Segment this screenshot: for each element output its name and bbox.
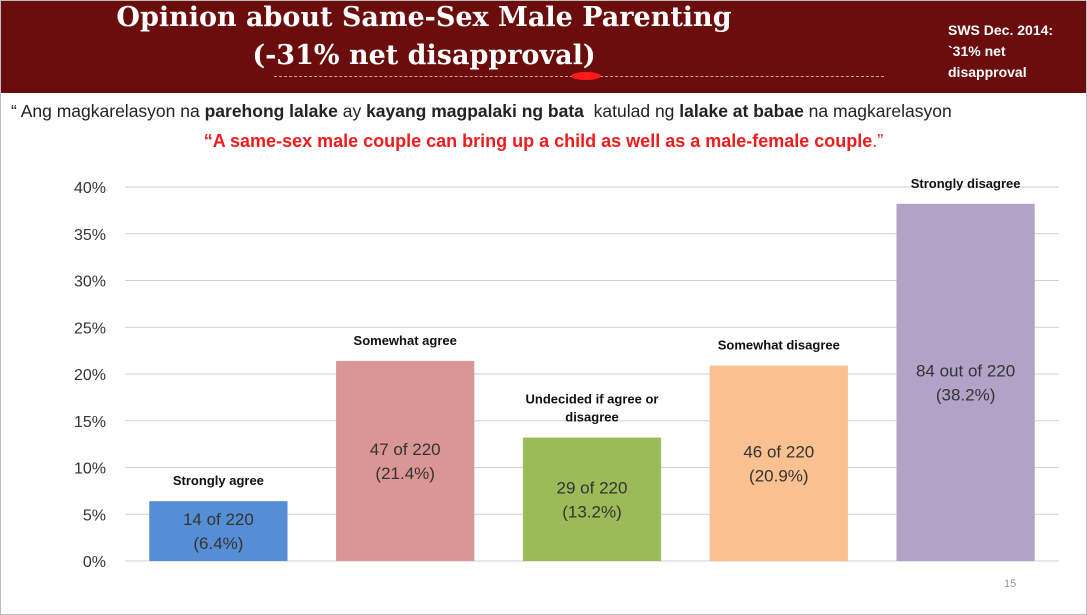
- title-banner: Opinion about Same-Sex Male Parenting (-…: [1, 1, 1086, 93]
- statement-part: na magkarelasyon: [803, 101, 952, 121]
- statement-part: ay: [337, 101, 367, 121]
- y-tick-label: 35%: [74, 227, 106, 244]
- bar: [709, 365, 848, 561]
- filipino-statement: “ Ang magkarelasyon na parehong lalake a…: [11, 101, 952, 122]
- bar: [522, 437, 662, 561]
- y-tick-label: 30%: [74, 274, 106, 291]
- category-label: Somewhat disagree: [718, 338, 840, 353]
- statement-part-bold: kayang magpalaki ng bata: [366, 101, 584, 121]
- statement-part: “ Ang magkarelasyon na: [11, 101, 205, 121]
- category-label: Strongly agree: [173, 473, 264, 488]
- bar: [896, 203, 1035, 561]
- sws-note-line: disapproval: [948, 64, 1027, 80]
- y-tick-label: 20%: [74, 367, 106, 384]
- y-tick-label: 15%: [74, 414, 106, 431]
- bar-data-label: (21.4%): [375, 464, 435, 483]
- category-label: Somewhat agree: [354, 333, 457, 348]
- y-tick-label: 25%: [74, 320, 106, 337]
- slide-title-line-1: Opinion about Same-Sex Male Parenting: [116, 2, 732, 33]
- bar-data-label: (13.2%): [562, 502, 622, 521]
- bar-data-label: 46 of 220: [743, 442, 814, 461]
- bar-data-label: (38.2%): [936, 385, 996, 404]
- y-tick-label: 5%: [83, 507, 106, 524]
- english-statement-main: “A same-sex male couple can bring up a c…: [203, 131, 873, 151]
- category-label: Strongly disagree: [911, 176, 1021, 191]
- sws-note-line: `31% net: [948, 43, 1006, 59]
- y-tick-label: 40%: [74, 180, 106, 197]
- sws-note: SWS Dec. 2014: `31% net disapproval: [948, 20, 1078, 83]
- bar-data-label: 47 of 220: [370, 440, 441, 459]
- page-number: 15: [1004, 578, 1017, 590]
- y-tick-label: 0%: [83, 554, 106, 571]
- bar-data-label: (6.4%): [193, 534, 243, 553]
- y-tick-label: 10%: [74, 461, 106, 478]
- sws-note-line: SWS Dec. 2014:: [948, 22, 1054, 38]
- statement-part-bold: lalake at babae: [679, 101, 804, 121]
- bar-data-label: (20.9%): [749, 466, 809, 485]
- category-label: Undecided if agree or: [526, 392, 659, 407]
- statement-part-bold: parehong lalake: [204, 101, 338, 121]
- red-oval-mark: [571, 72, 601, 80]
- bar: [149, 501, 288, 561]
- bar-data-label: 84 out of 220: [916, 361, 1015, 380]
- english-statement-tail: .”: [872, 131, 884, 151]
- bar-data-label: 29 of 220: [557, 478, 628, 497]
- bar-data-label: 14 of 220: [183, 510, 254, 529]
- slide-title-line-2: (-31% net disapproval): [252, 40, 596, 71]
- category-label: disagree: [565, 410, 618, 425]
- english-statement: “A same-sex male couple can bring up a c…: [1, 131, 1086, 152]
- bar: [336, 360, 475, 561]
- statement-part: katulad ng: [583, 101, 680, 121]
